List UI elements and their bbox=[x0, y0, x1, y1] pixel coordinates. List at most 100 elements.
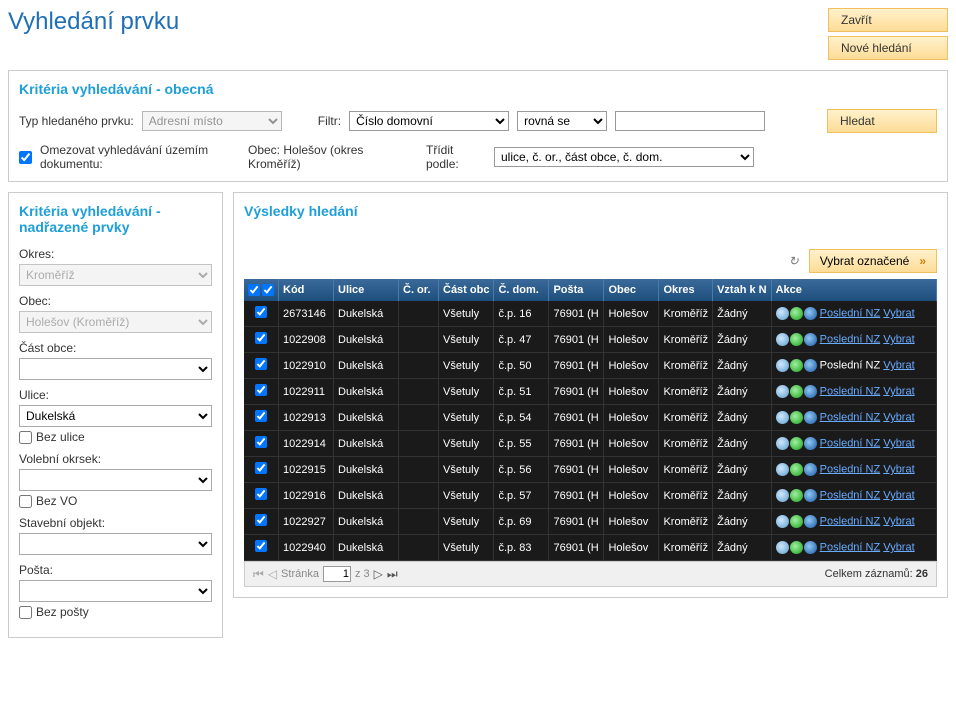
select-all-checkbox-2[interactable] bbox=[262, 284, 274, 296]
posledni-nz-link[interactable]: Poslední NZ bbox=[820, 307, 881, 319]
arrow-right-icon: » bbox=[919, 254, 926, 268]
posledni-nz-link[interactable]: Poslední NZ bbox=[820, 437, 881, 449]
row-checkbox[interactable] bbox=[255, 384, 267, 396]
obec-select[interactable]: Holešov (Kroměříž) bbox=[19, 311, 212, 333]
globe-icon[interactable] bbox=[804, 515, 817, 528]
magnifier-icon[interactable] bbox=[776, 515, 789, 528]
col-kod[interactable]: Kód bbox=[279, 279, 334, 301]
magnifier-icon[interactable] bbox=[776, 463, 789, 476]
check-icon[interactable] bbox=[790, 359, 803, 372]
col-cast[interactable]: Část obc bbox=[439, 279, 494, 301]
row-checkbox[interactable] bbox=[255, 358, 267, 370]
globe-icon[interactable] bbox=[804, 333, 817, 346]
posledni-nz-link[interactable]: Poslední NZ bbox=[820, 463, 881, 475]
vybrat-link[interactable]: Vybrat bbox=[883, 307, 914, 319]
new-search-button[interactable]: Nové hledání bbox=[828, 36, 948, 60]
check-icon[interactable] bbox=[790, 307, 803, 320]
magnifier-icon[interactable] bbox=[776, 489, 789, 502]
row-checkbox[interactable] bbox=[255, 462, 267, 474]
pager-first-icon[interactable]: ⏮ bbox=[253, 567, 264, 582]
vybrat-link[interactable]: Vybrat bbox=[883, 489, 914, 501]
posledni-nz-link[interactable]: Poslední NZ bbox=[820, 489, 881, 501]
pager-page-input[interactable] bbox=[323, 566, 351, 582]
so-select[interactable] bbox=[19, 533, 212, 555]
okres-select[interactable]: Kroměříž bbox=[19, 264, 212, 286]
globe-icon[interactable] bbox=[804, 489, 817, 502]
vybrat-link[interactable]: Vybrat bbox=[883, 333, 914, 345]
filter-value-input[interactable] bbox=[615, 111, 765, 131]
type-select[interactable]: Adresní místo bbox=[142, 111, 282, 131]
bez-ulice-checkbox[interactable] bbox=[19, 431, 32, 444]
magnifier-icon[interactable] bbox=[776, 411, 789, 424]
col-akce[interactable]: Akce bbox=[771, 279, 936, 301]
row-checkbox[interactable] bbox=[255, 332, 267, 344]
select-marked-button[interactable]: Vybrat označené » bbox=[809, 249, 937, 273]
vybrat-link[interactable]: Vybrat bbox=[883, 359, 914, 371]
check-icon[interactable] bbox=[790, 437, 803, 450]
refresh-icon[interactable]: ↻ bbox=[789, 254, 799, 268]
col-vztah[interactable]: Vztah k N bbox=[713, 279, 772, 301]
filter-field-select[interactable]: Číslo domovní bbox=[349, 111, 509, 131]
limit-checkbox[interactable] bbox=[19, 151, 32, 164]
magnifier-icon[interactable] bbox=[776, 385, 789, 398]
row-checkbox[interactable] bbox=[255, 514, 267, 526]
globe-icon[interactable] bbox=[804, 359, 817, 372]
vo-select[interactable] bbox=[19, 469, 212, 491]
posledni-nz-link[interactable]: Poslední NZ bbox=[820, 385, 881, 397]
pager-last-icon[interactable]: ⏭ bbox=[387, 567, 398, 582]
globe-icon[interactable] bbox=[804, 541, 817, 554]
posledni-nz-link[interactable]: Poslední NZ bbox=[820, 333, 881, 345]
vybrat-link[interactable]: Vybrat bbox=[883, 437, 914, 449]
check-icon[interactable] bbox=[790, 411, 803, 424]
check-icon[interactable] bbox=[790, 515, 803, 528]
cast-select[interactable] bbox=[19, 358, 212, 380]
globe-icon[interactable] bbox=[804, 385, 817, 398]
bez-posty-checkbox[interactable] bbox=[19, 606, 32, 619]
sort-select[interactable]: ulice, č. or., část obce, č. dom. bbox=[494, 147, 754, 167]
vybrat-link[interactable]: Vybrat bbox=[883, 463, 914, 475]
posledni-nz-link[interactable]: Poslední NZ bbox=[820, 541, 881, 553]
check-icon[interactable] bbox=[790, 541, 803, 554]
magnifier-icon[interactable] bbox=[776, 541, 789, 554]
pager-prev-icon[interactable]: ◁ bbox=[268, 567, 277, 581]
col-obec[interactable]: Obec bbox=[604, 279, 659, 301]
bez-vo-checkbox[interactable] bbox=[19, 495, 32, 508]
posledni-nz-link[interactable]: Poslední NZ bbox=[820, 411, 881, 423]
check-icon[interactable] bbox=[790, 385, 803, 398]
row-checkbox[interactable] bbox=[255, 306, 267, 318]
col-ulice[interactable]: Ulice bbox=[334, 279, 399, 301]
check-icon[interactable] bbox=[790, 489, 803, 502]
vybrat-link[interactable]: Vybrat bbox=[883, 541, 914, 553]
ulice-select[interactable]: Dukelská bbox=[19, 405, 212, 427]
check-icon[interactable] bbox=[790, 333, 803, 346]
magnifier-icon[interactable] bbox=[776, 307, 789, 320]
cell-ulice: Dukelská bbox=[334, 483, 399, 509]
globe-icon[interactable] bbox=[804, 411, 817, 424]
row-checkbox[interactable] bbox=[255, 488, 267, 500]
magnifier-icon[interactable] bbox=[776, 359, 789, 372]
posledni-nz-link[interactable]: Poslední NZ bbox=[820, 515, 881, 527]
globe-icon[interactable] bbox=[804, 463, 817, 476]
magnifier-icon[interactable] bbox=[776, 437, 789, 450]
col-okres[interactable]: Okres bbox=[659, 279, 713, 301]
select-all-checkbox[interactable] bbox=[248, 284, 260, 296]
col-posta[interactable]: Pošta bbox=[549, 279, 604, 301]
globe-icon[interactable] bbox=[804, 437, 817, 450]
row-checkbox[interactable] bbox=[255, 540, 267, 552]
row-checkbox[interactable] bbox=[255, 410, 267, 422]
col-cdom[interactable]: Č. dom. bbox=[494, 279, 549, 301]
check-icon[interactable] bbox=[790, 463, 803, 476]
posta-select[interactable] bbox=[19, 580, 212, 602]
filter-op-select[interactable]: rovná se bbox=[517, 111, 607, 131]
col-cor[interactable]: Č. or. bbox=[399, 279, 439, 301]
globe-icon[interactable] bbox=[804, 307, 817, 320]
vybrat-link[interactable]: Vybrat bbox=[883, 385, 914, 397]
cell-akce: Poslední NZ Vybrat bbox=[771, 405, 936, 431]
row-checkbox[interactable] bbox=[255, 436, 267, 448]
close-button[interactable]: Zavřít bbox=[828, 8, 948, 32]
search-button[interactable]: Hledat bbox=[827, 109, 937, 133]
magnifier-icon[interactable] bbox=[776, 333, 789, 346]
pager-next-icon[interactable]: ▷ bbox=[374, 567, 383, 581]
vybrat-link[interactable]: Vybrat bbox=[883, 411, 914, 423]
vybrat-link[interactable]: Vybrat bbox=[883, 515, 914, 527]
